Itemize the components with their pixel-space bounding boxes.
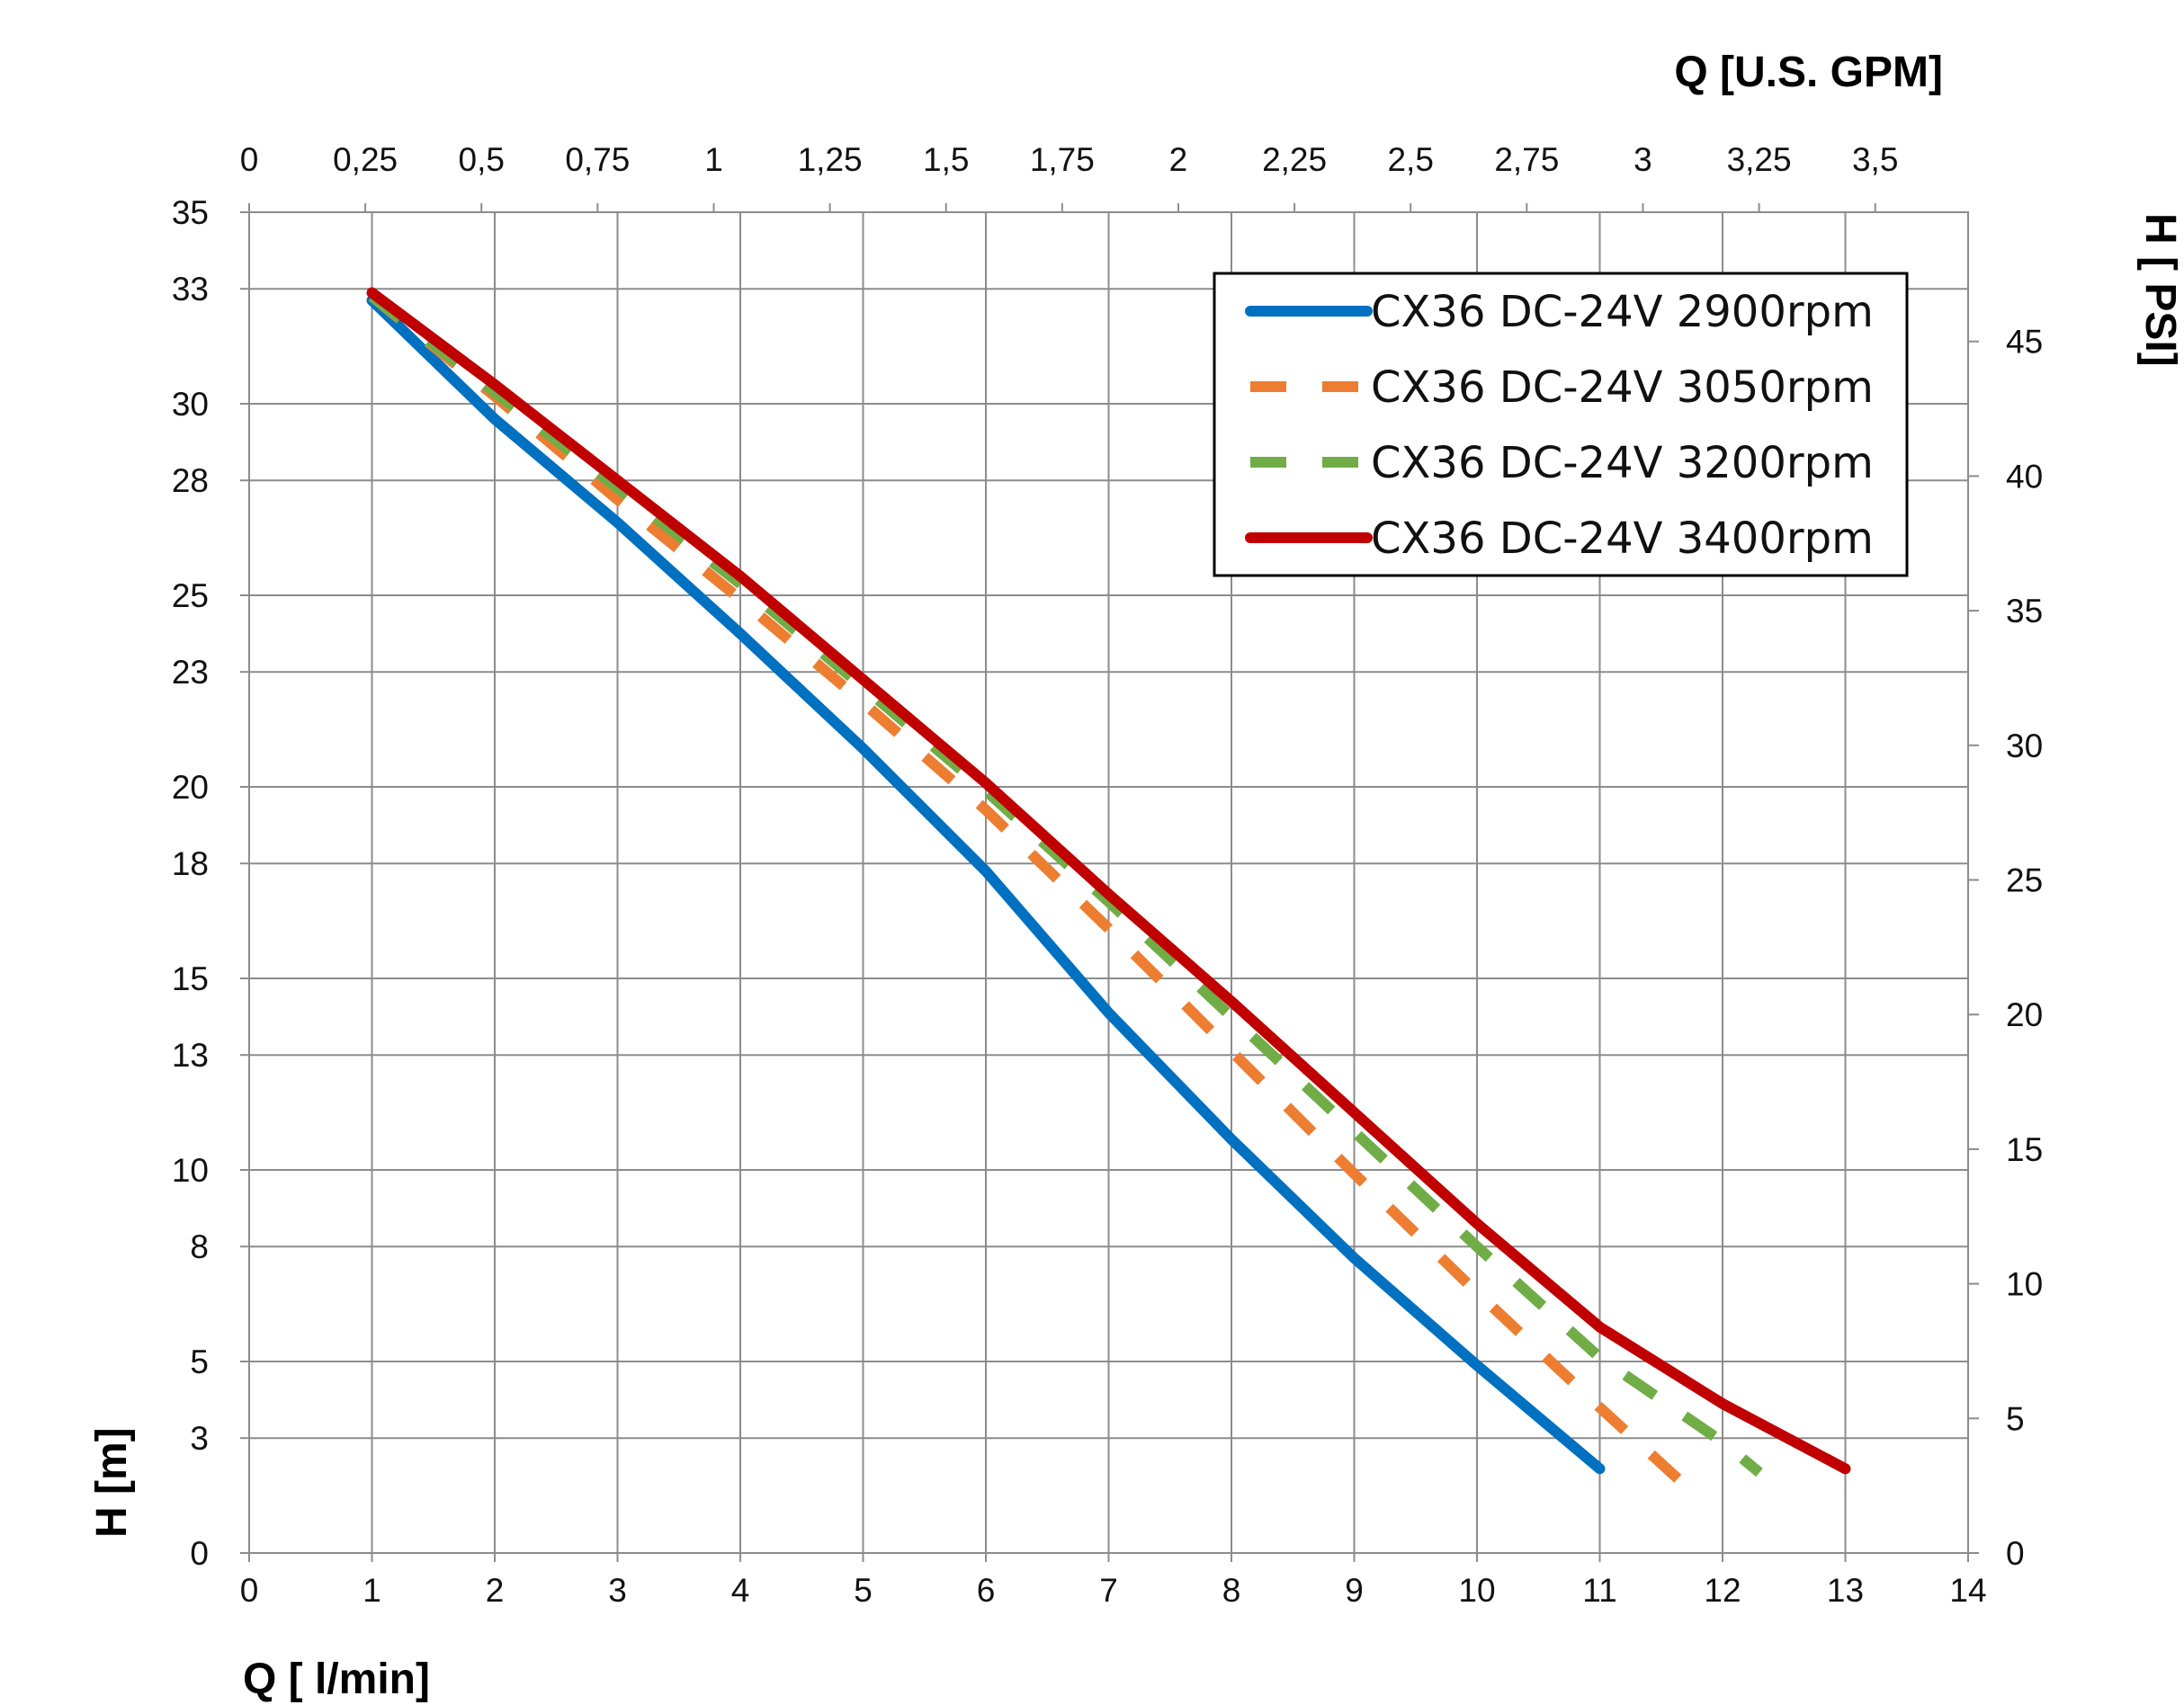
y2-tick-label: 30 [2006, 728, 2043, 764]
x-axis-title: Q [ l/min] [243, 1656, 430, 1703]
legend-label-4: CX36 DC-24V 3400rpm [1371, 513, 1874, 564]
x2-tick-label: 2,5 [1387, 141, 1433, 178]
series-lines [366, 287, 1851, 1485]
x-tick-label: 4 [731, 1572, 750, 1609]
y-tick-label: 20 [172, 769, 209, 806]
x-tick-label: 13 [1827, 1572, 1864, 1609]
x2-tick-label: 3 [1634, 141, 1652, 178]
x2-tick-label: 2,25 [1262, 141, 1327, 178]
y-tick-label: 25 [172, 577, 209, 614]
x2-tick-label: 0,25 [333, 141, 398, 178]
x-tick-label: 6 [977, 1572, 996, 1609]
x-tick-label: 3 [608, 1572, 627, 1609]
x-tick-label: 9 [1345, 1572, 1364, 1609]
y-tick-label: 3 [190, 1420, 209, 1457]
x2-tick-label: 0,5 [459, 141, 505, 178]
x2-tick-label: 1,5 [923, 141, 969, 178]
legend-box [1213, 272, 1909, 577]
y2-tick-label: 15 [2006, 1131, 2043, 1168]
series-line-2 [368, 292, 1684, 1485]
x-tick-label: 1 [363, 1572, 381, 1609]
x2-tick-label: 3,5 [1852, 141, 1898, 178]
y2-axis-title: H [ PSI] [2136, 213, 2184, 367]
x2-tick-label: 1 [704, 141, 723, 178]
axes: 0 1 2 3 4 5 6 7 8 9 10 11 12 13 1403581013151820232528… [172, 141, 2043, 1609]
y-tick-label: 13 [172, 1037, 209, 1074]
plot-frame [248, 211, 1969, 1554]
x2-tick-label: 1,75 [1030, 141, 1095, 178]
x2-tick-label: 2 [1169, 141, 1188, 178]
y2-tick-label: 25 [2006, 862, 2043, 899]
x-tick-label: 12 [1704, 1572, 1741, 1609]
x-tick-label: 14 [1949, 1572, 1986, 1609]
x-tick-label: 5 [854, 1572, 873, 1609]
series-line-3 [368, 291, 1763, 1477]
y2-tick-label: 0 [2006, 1535, 2025, 1572]
series-line-1 [366, 295, 1606, 1475]
y-tick-label: 30 [172, 386, 209, 423]
legend-label-3: CX36 DC-24V 3200rpm [1371, 438, 1874, 488]
x2-tick-label: 0,75 [565, 141, 630, 178]
x2-tick-label: 3,25 [1727, 141, 1792, 178]
y-tick-label: 10 [172, 1152, 209, 1189]
y-tick-label: 5 [190, 1343, 209, 1380]
legend-label-1: CX36 DC-24V 2900rpm [1371, 287, 1874, 337]
series-line-4 [366, 287, 1851, 1475]
y-tick-label: 15 [172, 960, 209, 997]
x2-tick-label: 0 [240, 141, 259, 178]
y-tick-label: 23 [172, 654, 209, 691]
y-tick-label: 33 [172, 271, 209, 308]
y2-tick-label: 45 [2006, 324, 2043, 361]
y2-tick-label: 10 [2006, 1266, 2043, 1303]
x2-tick-label: 2,75 [1494, 141, 1559, 178]
y2-tick-label: 20 [2006, 996, 2043, 1033]
x-tick-label: 7 [1099, 1572, 1118, 1609]
y-axis-title: H [m] [88, 1427, 136, 1538]
x2-tick-label: 1,25 [798, 141, 863, 178]
y-tick-label: 0 [190, 1535, 209, 1572]
x-tick-label: 0 [240, 1572, 259, 1609]
y-tick-label: 35 [172, 194, 209, 231]
y-tick-label: 18 [172, 845, 209, 882]
x2-axis-title: Q [U.S. GPM] [1674, 49, 1943, 96]
x-tick-label: 11 [1582, 1572, 1616, 1609]
x-tick-label: 8 [1222, 1572, 1241, 1609]
y2-tick-label: 35 [2006, 593, 2043, 629]
y-tick-label: 8 [190, 1228, 209, 1265]
x-tick-label: 10 [1458, 1572, 1495, 1609]
legend-label-2: CX36 DC-24V 3050rpm [1371, 362, 1874, 413]
x-tick-label: 2 [486, 1572, 505, 1609]
y2-tick-label: 40 [2006, 458, 2043, 495]
y2-tick-label: 5 [2006, 1400, 2025, 1437]
y-tick-label: 28 [172, 462, 209, 499]
legend: CX36 DC-24V 2900rpm CX36 DC-24V 3050rpm CX… [1213, 272, 1909, 577]
